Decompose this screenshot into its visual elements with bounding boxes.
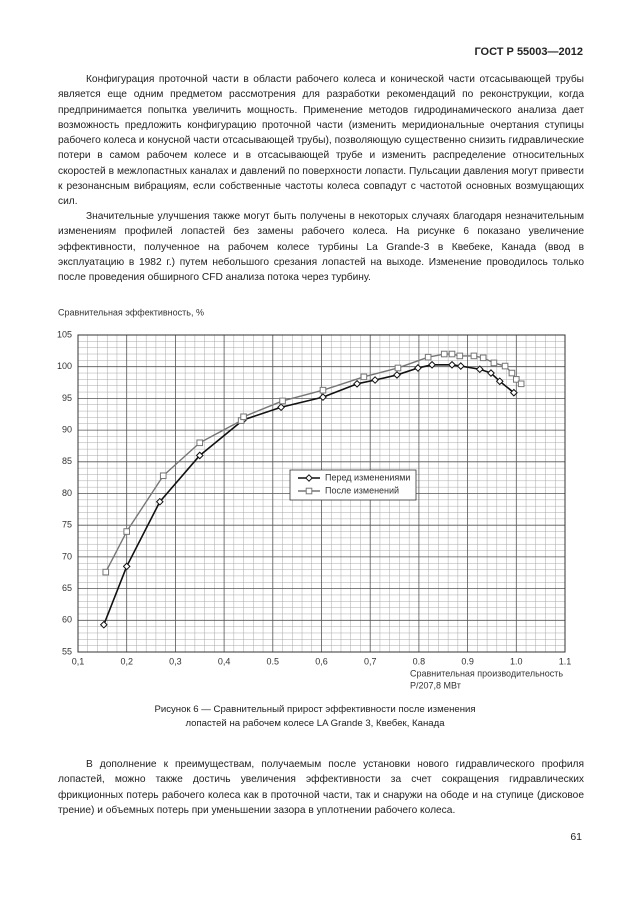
point-marker (319, 386, 327, 394)
x-tick-label: 0.9 (461, 656, 474, 666)
point-marker (353, 379, 361, 388)
point-marker (305, 474, 313, 482)
point-marker (490, 359, 498, 367)
y-tick-label: 90 (62, 424, 72, 434)
point-marker (195, 451, 204, 460)
y-tick-label: 80 (62, 488, 72, 498)
paragraph: В дополнение к преимуществам, получаемым… (58, 759, 584, 816)
header-standard: ГОСТ Р 55003—2012 (474, 46, 583, 58)
x-tick-label: 1.0 (510, 656, 523, 666)
point-marker (448, 360, 456, 369)
x-tick-label: 0,2 (120, 656, 133, 666)
x-tick-label: 0.8 (413, 656, 426, 666)
y-tick-label: 85 (62, 456, 72, 466)
page-number: 61 (570, 831, 582, 843)
point-marker (509, 388, 518, 397)
point-marker (479, 354, 487, 362)
series (102, 350, 525, 576)
point-marker (495, 377, 504, 386)
point-marker (508, 369, 516, 377)
point-marker (196, 439, 204, 447)
point-marker (414, 364, 422, 372)
paragraph: Значительные улучшения также могут быть … (58, 211, 584, 284)
plot-frame (77, 334, 566, 653)
point-marker (277, 403, 285, 412)
point-marker (393, 371, 401, 379)
point-marker (360, 373, 368, 381)
point-marker (305, 487, 313, 495)
point-marker (159, 472, 167, 480)
x-axis-title: Сравнительная производительность (410, 668, 563, 678)
point-marker (279, 397, 286, 405)
point-marker (240, 413, 247, 421)
legend-box (289, 469, 417, 501)
x-tick-label: 0,6 (315, 656, 328, 666)
point-marker (456, 362, 465, 370)
y-tick-label: 60 (62, 615, 72, 625)
point-marker (517, 380, 525, 388)
y-tick-label: 105 (57, 329, 72, 339)
point-marker (155, 497, 164, 506)
y-axis-title: Сравнительная эффективность, % (58, 307, 204, 317)
point-marker (424, 353, 432, 361)
point-marker (371, 376, 379, 384)
point-marker (319, 393, 327, 402)
point-marker (475, 365, 484, 374)
point-marker (456, 352, 464, 360)
figure-caption: Рисунок 6 — Сравнительный прирост эффект… (154, 704, 476, 729)
point-marker (470, 352, 478, 360)
x-tick-label: 0,1 (72, 656, 85, 666)
y-tick-label: 70 (62, 551, 72, 561)
chart: 55 60 65 70 75 80 85 90 95 100 105 0,1 0,2 0,3 0,4 0.5 0… (57, 307, 572, 690)
point-marker (123, 528, 131, 535)
y-tick-label: 65 (62, 583, 72, 593)
point-marker (122, 562, 131, 571)
x-tick-label: 0.5 (267, 656, 280, 666)
point-marker (102, 568, 110, 576)
legend-label: После изменений (325, 485, 399, 495)
point-marker (501, 362, 509, 370)
point-marker (487, 369, 495, 377)
x-tick-label: 0,4 (218, 656, 231, 666)
series (99, 360, 518, 629)
y-tick-label: 95 (62, 393, 72, 403)
point-marker (428, 360, 436, 369)
x-tick-label: 0,7 (364, 656, 377, 666)
legend-label: Перед изменениями (325, 472, 410, 482)
point-marker (448, 350, 456, 358)
point-marker (394, 364, 402, 372)
point-marker (440, 350, 448, 358)
paragraph: Конфигурация проточной части в области р… (58, 74, 584, 208)
y-tick-label: 75 (62, 520, 72, 530)
y-tick-label: 100 (57, 361, 72, 371)
point-marker (99, 620, 108, 629)
x-tick-label: 0,3 (169, 656, 182, 666)
x-tick-label: 1.1 (559, 656, 572, 666)
x-axis-title: P/207,8 МВт (410, 680, 461, 690)
point-marker (513, 376, 520, 383)
y-tick-label: 55 (62, 646, 72, 656)
